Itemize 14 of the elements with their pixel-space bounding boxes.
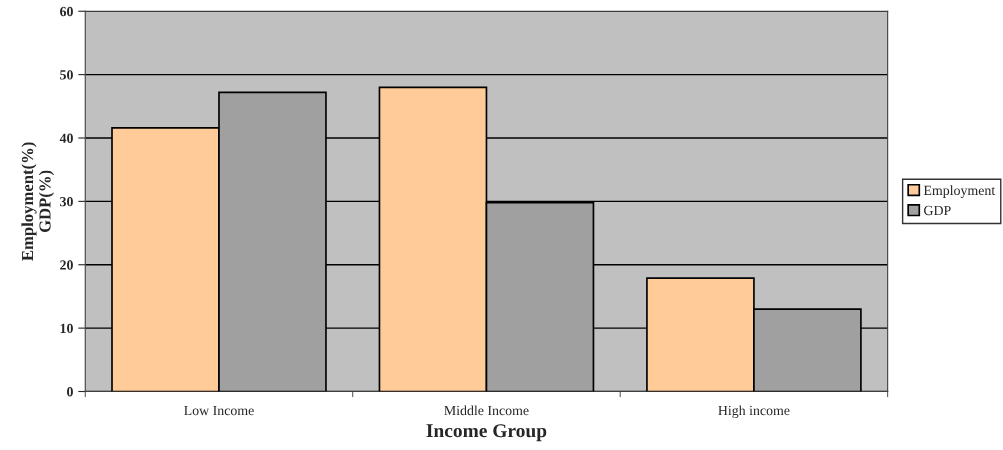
y-tick-label: 50	[60, 70, 73, 80]
x-axis-title: Income Group	[426, 424, 547, 442]
y-tick-label: 0	[67, 387, 73, 397]
y-tick-label: 20	[60, 260, 73, 270]
legend-label: Employment	[923, 185, 996, 198]
legend-label: GDP	[924, 205, 951, 216]
y-tick-label: 30	[60, 196, 73, 207]
y-tick-label: 40	[59, 133, 73, 143]
x-tick-label: Middle Income	[444, 405, 529, 416]
y-tick-label: 60	[60, 6, 73, 17]
y-axis-title: Employment(%) GDP(%)	[21, 142, 55, 261]
x-tick-label: High income	[718, 405, 790, 419]
y-tick-label: 10	[60, 323, 73, 334]
x-tick-label: Low Income	[184, 405, 254, 416]
